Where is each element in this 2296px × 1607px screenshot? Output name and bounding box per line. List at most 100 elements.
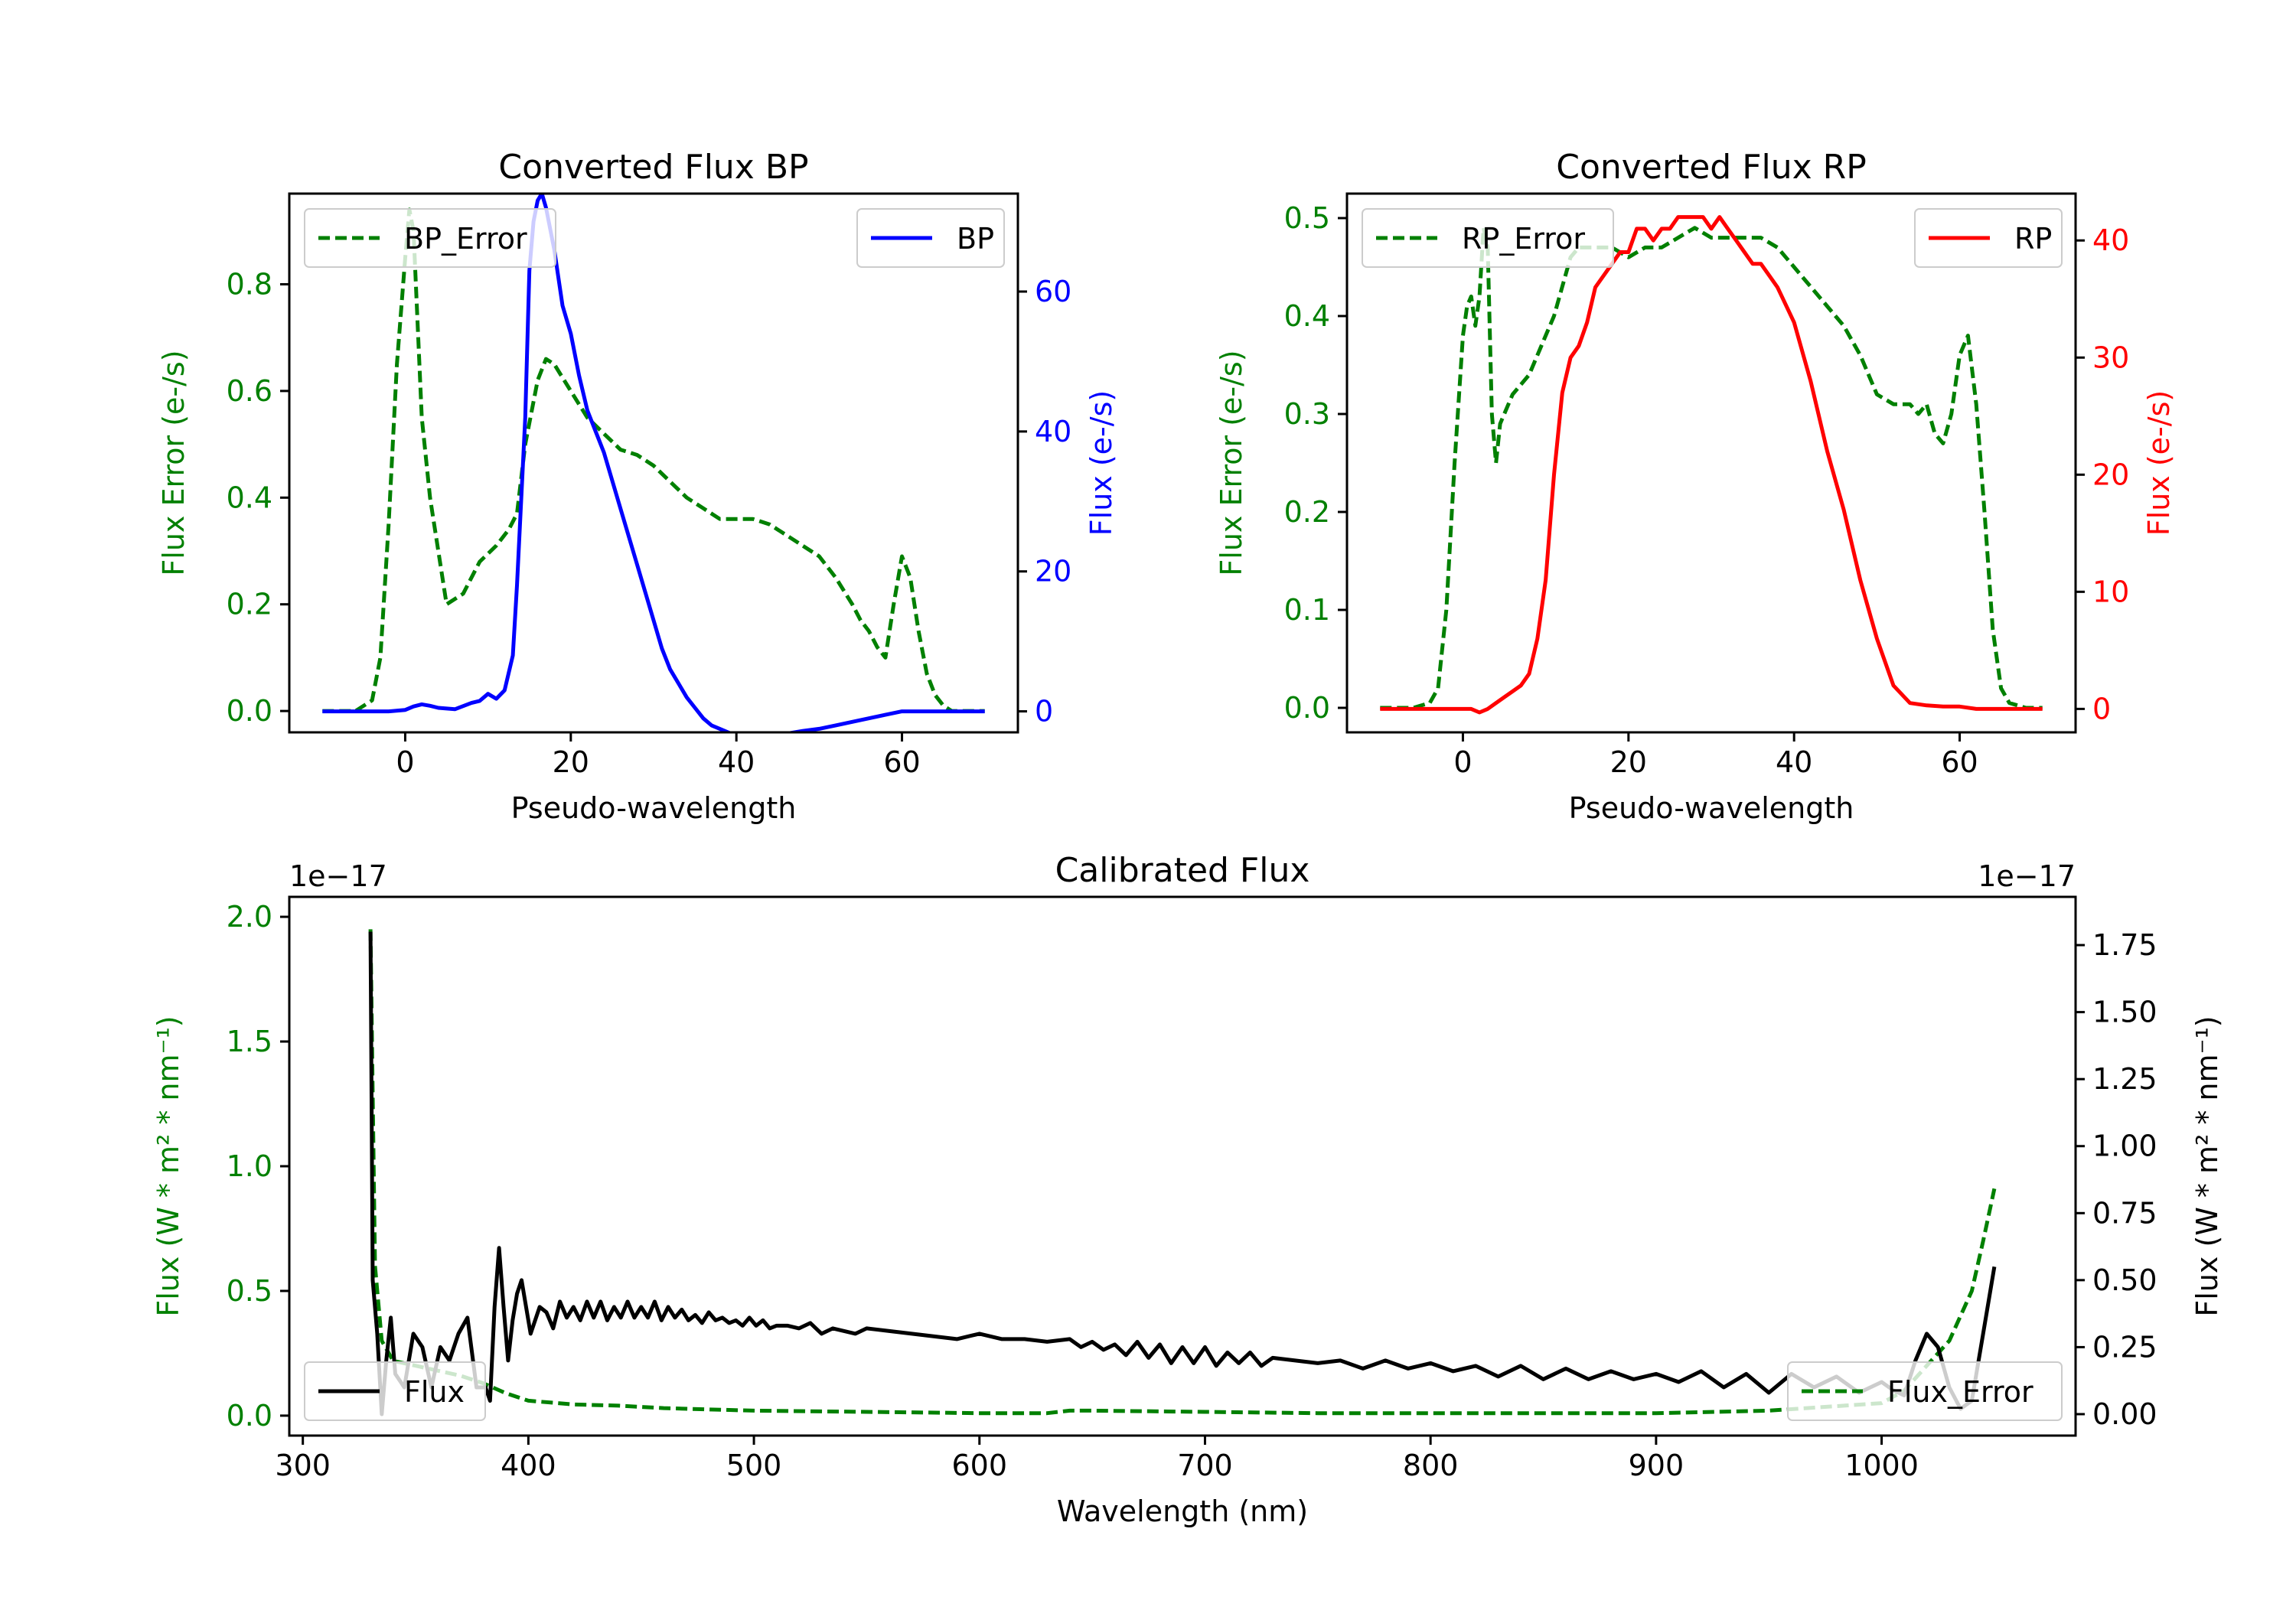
rp-x-ticks: 0 20 40 60 <box>1453 732 1978 779</box>
bp-plot-area <box>288 192 1019 734</box>
calibrated-x-axis-label: Wavelength (nm) <box>1057 1495 1308 1528</box>
rp-y-right-tick-label: 20 <box>2092 458 2129 491</box>
flux-legend-box <box>304 1361 486 1421</box>
calibrated-x-tick-label: 900 <box>1629 1449 1684 1482</box>
calibrated-y-left-axis-label: Flux (W * m² * nm⁻¹) <box>152 1015 185 1316</box>
calibrated-y-left-tick-label: 1.5 <box>227 1025 272 1058</box>
calibrated-x-tick-label: 1000 <box>1844 1449 1919 1482</box>
calibrated-left-scale-label: 1e−17 <box>289 859 387 893</box>
bp-y-right-tick-label: 40 <box>1035 415 1071 448</box>
rp-y-right-tick-label: 0 <box>2092 692 2111 725</box>
calibrated-x-tick-label: 800 <box>1403 1449 1459 1482</box>
rp-x-axis-label: Pseudo-wavelength <box>1569 791 1854 825</box>
bp-y-right-tick-label: 0 <box>1035 695 1053 729</box>
rp-error-line <box>1380 226 2043 710</box>
rp-x-tick-label: 0 <box>1453 745 1472 779</box>
calibrated-title: Calibrated Flux <box>1055 851 1310 890</box>
rp-legend: RP <box>1914 208 2063 268</box>
rp-title: Converted Flux RP <box>1556 148 1867 187</box>
bp-legend-label: BP <box>957 222 994 256</box>
bp-y-left-tick-label: 0.0 <box>227 694 272 728</box>
calibrated-x-tick-label: 600 <box>952 1449 1008 1482</box>
calibrated-y-left-tick-label: 1.0 <box>227 1149 272 1183</box>
calibrated-x-tick-label: 500 <box>726 1449 782 1482</box>
bp-y-left-axis-label: Flux Error (e-/s) <box>157 350 191 575</box>
rp-line <box>1380 215 2043 715</box>
rp-x-tick-label: 20 <box>1610 745 1647 779</box>
calibrated-x-ticks: 300 400 500 600 700 800 900 1000 <box>275 1436 1919 1482</box>
bp-x-tick-label: 60 <box>883 745 920 779</box>
bp-x-tick-label: 20 <box>553 745 589 779</box>
rp-y-right-ticks: 0 10 20 30 40 <box>2076 223 2129 725</box>
calibrated-x-tick-label: 400 <box>501 1449 556 1482</box>
rp-y-left-tick-label: 0.0 <box>1284 691 1330 725</box>
bp-error-legend-label: BP_Error <box>404 222 527 256</box>
rp-y-left-tick-label: 0.5 <box>1284 201 1330 235</box>
bp-legend: BP <box>856 208 1005 268</box>
rp-y-right-tick-label: 10 <box>2092 575 2129 608</box>
flux-error-legend-label: Flux_Error <box>1887 1375 2033 1409</box>
rp-panel: Converted Flux RP 0 20 40 60 0.00.10.20.30.… <box>1215 148 2176 825</box>
calibrated-y-left-ticks: 0.0 0.5 1.0 1.5 2.0 <box>227 900 289 1433</box>
calibrated-x-tick-label: 300 <box>275 1449 331 1482</box>
calibrated-right-scale-label: 1e−17 <box>1978 859 2076 893</box>
calibrated-y-right-tick-label: 1.00 <box>2092 1129 2157 1163</box>
calibrated-y-right-tick-label: 1.25 <box>2092 1062 2157 1096</box>
rp-x-tick-label: 40 <box>1776 745 1812 779</box>
bp-y-left-tick-label: 0.6 <box>227 374 272 408</box>
calibrated-y-right-tick-label: 0.00 <box>2092 1397 2157 1431</box>
bp-title: Converted Flux BP <box>498 148 808 187</box>
bp-line <box>322 194 985 732</box>
bp-y-right-tick-label: 60 <box>1035 275 1071 308</box>
flux-line <box>368 931 1997 1416</box>
rp-y-left-tick-label: 0.1 <box>1284 593 1330 627</box>
rp-error-legend: RP_Error <box>1362 208 1614 268</box>
rp-y-right-tick-label: 40 <box>2092 223 2129 257</box>
rp-y-right-axis-label: Flux (e-/s) <box>2142 390 2176 536</box>
flux-legend-label: Flux <box>404 1375 465 1409</box>
bp-x-axis-label: Pseudo-wavelength <box>511 791 797 825</box>
calibrated-y-right-tick-label: 1.50 <box>2092 996 2157 1029</box>
bp-x-ticks: 0 20 40 60 <box>396 732 921 779</box>
rp-x-tick-label: 60 <box>1941 745 1978 779</box>
bp-panel: Converted Flux BP 0 20 40 60 0.00.20.40.60.… <box>157 148 1118 825</box>
flux-legend: Flux <box>304 1361 486 1421</box>
bp-error-legend: BP_Error <box>304 208 556 268</box>
calibrated-y-right-tick-label: 0.50 <box>2092 1263 2157 1297</box>
bp-x-tick-label: 40 <box>718 745 755 779</box>
calibrated-y-left-tick-label: 0.5 <box>227 1274 272 1308</box>
bp-y-left-ticks: 0.0 0.2 0.4 0.6 0.8 <box>227 267 289 728</box>
calibrated-y-right-ticks: 0.00 0.25 0.50 0.75 1.00 1.25 1.50 1.75 <box>2076 928 2157 1431</box>
rp-y-left-tick-label: 0.2 <box>1284 495 1330 529</box>
rp-legend-label: RP <box>2014 222 2052 256</box>
calibrated-panel: Calibrated Flux 300 400 500 600 700 800 900 100… <box>152 851 2224 1528</box>
bp-y-left-tick-label: 0.4 <box>227 481 272 514</box>
rp-y-left-tick-label: 0.3 <box>1284 397 1330 431</box>
calibrated-y-right-tick-label: 0.75 <box>2092 1196 2157 1230</box>
calibrated-y-right-axis-label: Flux (W * m² * nm⁻¹) <box>2190 1015 2224 1316</box>
bp-axes-frame <box>288 192 1019 734</box>
bp-x-tick-label: 0 <box>396 745 414 779</box>
bp-y-left-tick-label: 0.2 <box>227 588 272 621</box>
rp-y-left-axis-label: Flux Error (e-/s) <box>1215 350 1248 575</box>
flux-error-legend: Flux_Error <box>1787 1361 2063 1421</box>
rp-y-left-tick-label: 0.4 <box>1284 299 1330 333</box>
rp-y-left-ticks: 0.0 0.1 0.2 0.3 0.4 0.5 <box>1284 201 1347 725</box>
bp-error-line <box>322 207 985 713</box>
calibrated-y-left-tick-label: 2.0 <box>227 900 272 934</box>
rp-plot-area <box>1345 192 2077 734</box>
calibrated-y-left-tick-label: 0.0 <box>227 1399 272 1433</box>
bp-y-right-axis-label: Flux (e-/s) <box>1084 390 1118 536</box>
rp-error-legend-box <box>1362 208 1614 268</box>
rp-axes-frame <box>1345 192 2077 734</box>
bp-y-left-tick-label: 0.8 <box>227 267 272 301</box>
calibrated-y-right-tick-label: 1.75 <box>2092 928 2157 962</box>
rp-error-legend-label: RP_Error <box>1462 222 1585 256</box>
calibrated-x-tick-label: 700 <box>1177 1449 1233 1482</box>
bp-y-right-ticks: 0 20 40 60 <box>1018 275 1071 729</box>
rp-y-right-tick-label: 30 <box>2092 341 2129 374</box>
flux-error-legend-box <box>1787 1361 2063 1421</box>
bp-error-legend-box <box>304 208 556 268</box>
bp-y-right-tick-label: 20 <box>1035 555 1071 588</box>
